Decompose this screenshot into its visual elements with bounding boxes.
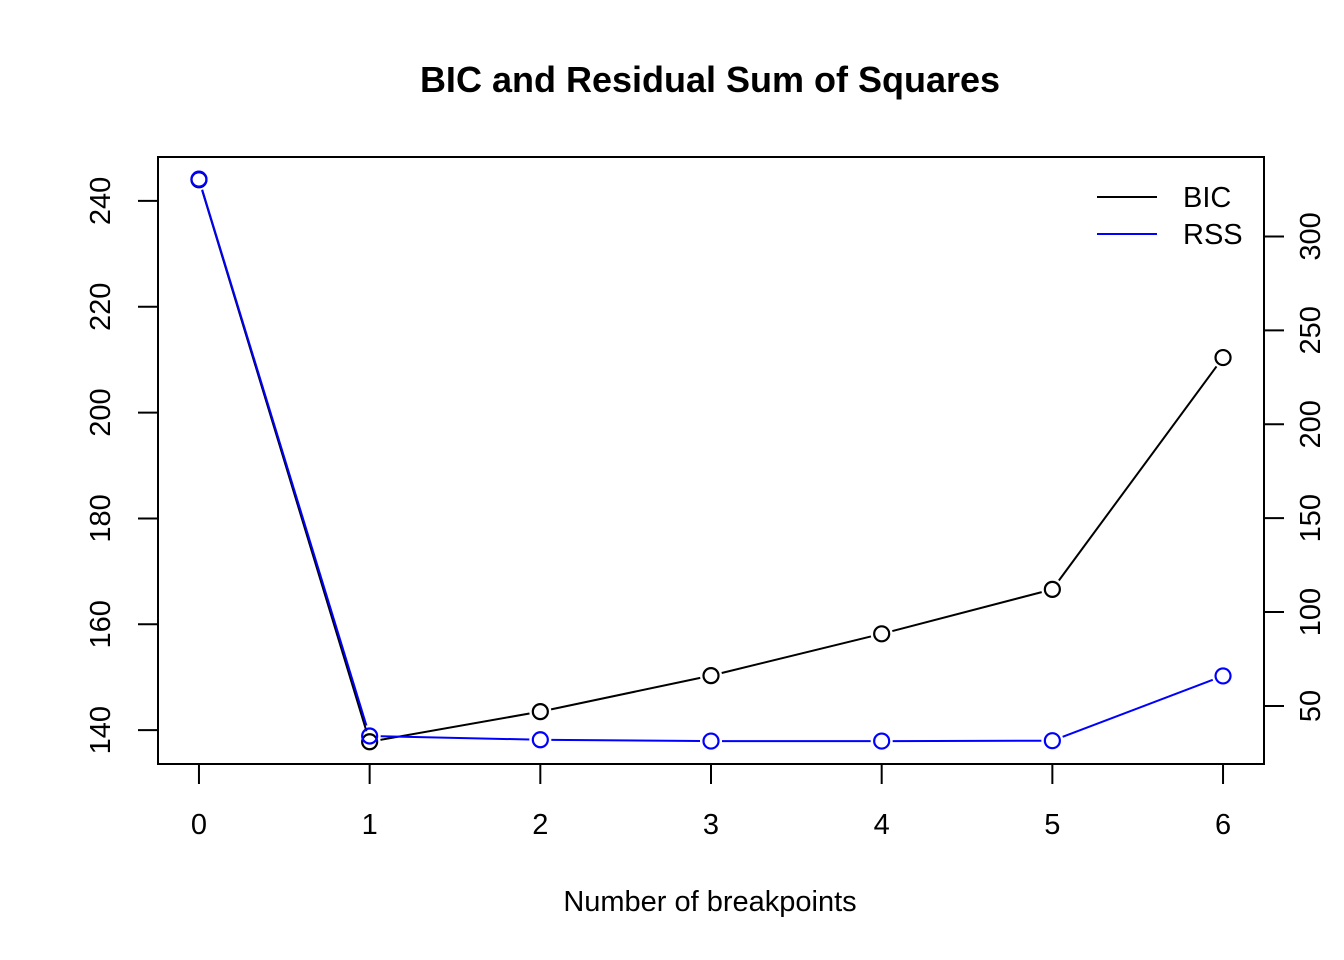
data-point-rss — [1043, 732, 1061, 750]
plot-frame — [157, 156, 1265, 765]
line-segment-bic — [380, 712, 530, 741]
y-left-tick-label: 180 — [85, 494, 117, 542]
line-segment-rss — [551, 738, 701, 743]
y-right-tick-label: 100 — [1295, 588, 1327, 636]
data-point-rss — [531, 731, 549, 749]
y-left-tick-label: 240 — [85, 177, 117, 225]
legend-label-bic: BIC — [1183, 182, 1231, 214]
x-tick-label: 2 — [532, 809, 548, 841]
x-axis-label: Number of breakpoints — [563, 886, 856, 918]
line-segment-rss — [380, 735, 530, 741]
chart-title: BIC and Residual Sum of Squares — [420, 59, 1000, 100]
y-right-tick-label: 300 — [1295, 212, 1327, 260]
series-rss — [190, 170, 1232, 750]
data-point-bic — [531, 703, 549, 721]
line-segment-rss — [201, 189, 368, 726]
data-point-rss — [190, 170, 208, 188]
y-right-tick-label: 150 — [1295, 494, 1327, 542]
data-point-bic — [361, 733, 379, 751]
y-left-axis: 140 160 180 200 220 240 — [85, 177, 158, 754]
series-layer — [190, 170, 1232, 751]
data-point-rss — [361, 727, 379, 745]
y-left-tick-label: 220 — [85, 283, 117, 331]
y-left-tick-label: 160 — [85, 600, 117, 648]
x-tick-label: 4 — [874, 809, 890, 841]
data-point-bic — [873, 625, 891, 643]
data-point-rss — [1214, 667, 1232, 685]
y-right-tick-label: 200 — [1295, 400, 1327, 448]
data-point-rss — [873, 732, 891, 750]
x-tick-label: 5 — [1044, 809, 1060, 841]
line-segment-bic — [550, 676, 701, 711]
data-point-bic — [1043, 580, 1061, 598]
y-left-tick-label: 200 — [85, 388, 117, 436]
legend-label-rss: RSS — [1183, 219, 1243, 251]
x-tick-label: 6 — [1215, 809, 1231, 841]
legend: BIC RSS — [1097, 182, 1243, 251]
y-right-tick-label: 250 — [1295, 306, 1327, 354]
x-tick-label: 3 — [703, 809, 719, 841]
line-segment-bic — [1058, 365, 1218, 582]
y-right-axis: 50 100 150 200 250 300 — [1264, 212, 1327, 722]
y-right-tick-label: 50 — [1295, 690, 1327, 722]
data-point-bic — [1214, 348, 1232, 367]
x-tick-label: 0 — [191, 809, 207, 841]
line-segment-bic — [721, 635, 872, 674]
x-axis: 0 1 2 3 4 5 6 — [191, 764, 1231, 841]
data-point-rss — [702, 732, 720, 750]
data-point-bic — [702, 667, 720, 685]
line-segment-bic — [892, 591, 1042, 633]
x-tick-label: 1 — [362, 809, 378, 841]
line-segment-rss — [1062, 678, 1214, 738]
y-left-tick-label: 140 — [85, 706, 117, 754]
